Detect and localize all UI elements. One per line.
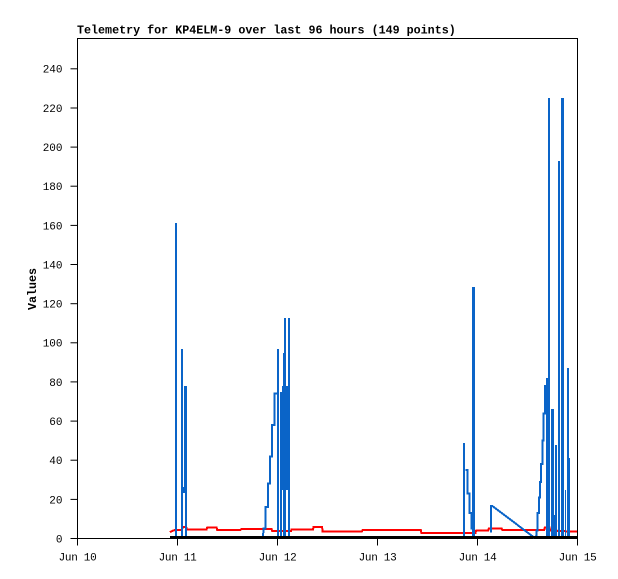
svg-text:40: 40 [49,456,62,468]
svg-text:Values: Values [26,268,40,310]
svg-text:Jun 12: Jun 12 [259,553,297,565]
svg-text:0: 0 [56,534,63,546]
svg-text:Jun 14: Jun 14 [459,553,498,565]
svg-text:20: 20 [49,495,62,507]
svg-text:140: 140 [43,260,63,272]
svg-text:240: 240 [43,65,63,77]
svg-text:Jun 15: Jun 15 [559,553,597,565]
svg-text:180: 180 [43,182,63,194]
svg-text:160: 160 [43,221,63,233]
svg-text:100: 100 [43,339,63,351]
svg-text:Jun 13: Jun 13 [359,553,397,565]
svg-text:Jun 10: Jun 10 [59,553,97,565]
svg-text:60: 60 [49,417,62,429]
svg-text:80: 80 [49,378,62,390]
svg-text:220: 220 [43,104,63,116]
svg-text:200: 200 [43,143,63,155]
svg-text:Jun 11: Jun 11 [159,553,198,565]
svg-text:120: 120 [43,300,63,312]
svg-text:Telemetry for KP4ELM-9 over la: Telemetry for KP4ELM-9 over last 96 hour… [77,24,456,38]
